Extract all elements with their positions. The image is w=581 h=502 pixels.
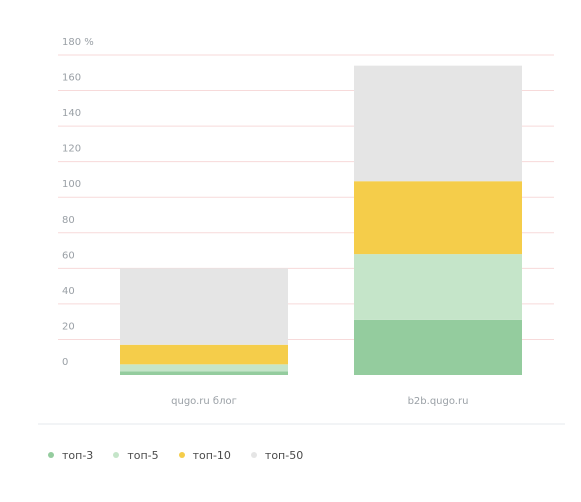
legend-dot-top50: [250, 452, 257, 458]
y-tick-label: 140: [62, 108, 81, 119]
y-tick-label: 0: [62, 357, 68, 368]
bar-segment[interactable]: [354, 319, 522, 375]
bar-segment[interactable]: [354, 65, 522, 182]
bar-segment[interactable]: [120, 364, 288, 372]
y-tick-label: 40: [62, 286, 75, 297]
legend-item-top3[interactable]: топ-3: [48, 449, 93, 462]
legend-label-top50: топ-50: [264, 448, 304, 462]
x-category-label: qugo.ru блог: [171, 396, 237, 407]
y-tick-label: 100: [62, 179, 81, 190]
y-tick-label: 160: [62, 73, 81, 84]
y-tick-label: 180 %: [62, 37, 94, 48]
bar-segment[interactable]: [120, 371, 288, 375]
legend-item-top50[interactable]: топ-50: [250, 448, 304, 462]
legend: топ-3 топ-5 топ-10 топ-50: [48, 447, 303, 463]
legend-label-top3: топ-3: [62, 448, 94, 462]
bar-segment[interactable]: [120, 268, 288, 345]
bar-segment[interactable]: [120, 344, 288, 365]
legend-item-top5[interactable]: топ-5: [113, 448, 159, 462]
y-tick-label: 20: [62, 321, 75, 332]
y-tick-label: 80: [62, 215, 75, 226]
legend-dot-top10: [178, 452, 185, 458]
y-axis-ticks: 180 % 160 140 120 100 80 60 40 20 0: [62, 37, 94, 368]
bar-segment[interactable]: [354, 254, 522, 320]
legend-label-top10: топ-10: [192, 448, 231, 462]
legend-dot-top5: [113, 452, 120, 458]
bars: [120, 65, 522, 375]
y-tick-label: 120: [62, 144, 81, 155]
x-axis-categories: qugo.ru блог b2b.qugo.ru: [171, 396, 468, 407]
legend-dot-top3: [48, 452, 54, 458]
legend-item-top10[interactable]: топ-10: [178, 448, 231, 462]
x-category-label: b2b.qugo.ru: [408, 396, 469, 407]
bar-segment[interactable]: [354, 181, 522, 255]
legend-label-top5: топ-5: [127, 448, 159, 462]
y-tick-label: 60: [62, 250, 75, 261]
